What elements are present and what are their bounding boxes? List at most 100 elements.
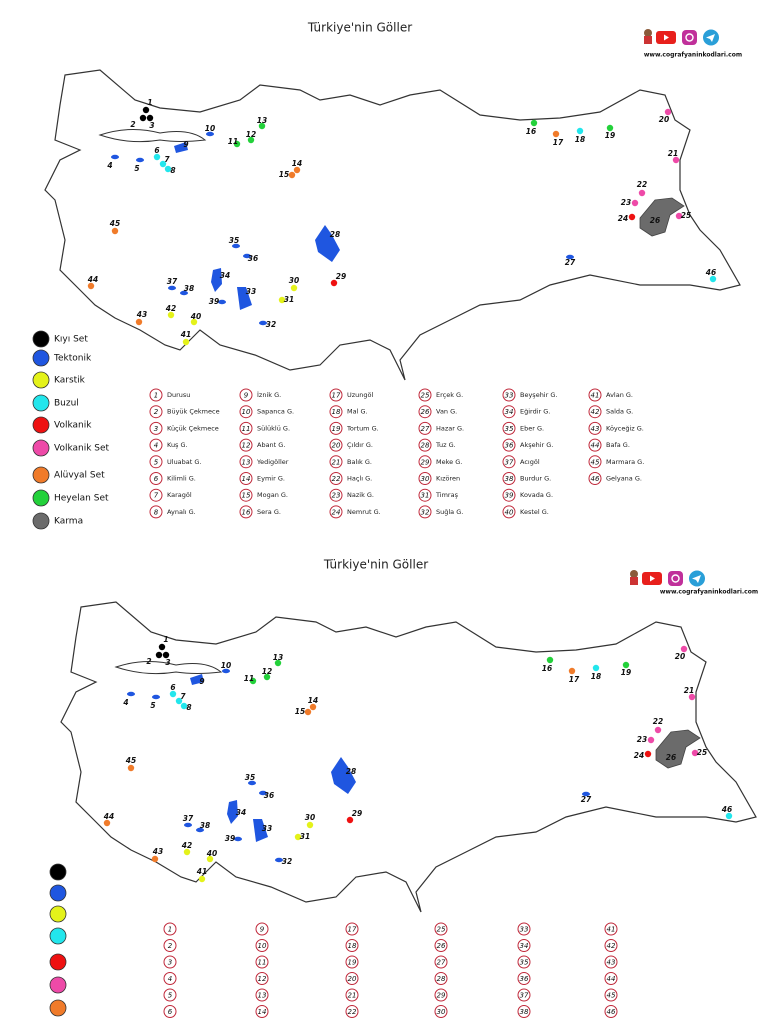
lake-dot — [622, 661, 630, 669]
number-circle — [149, 488, 163, 502]
lake-shape — [196, 827, 204, 833]
legend-swatch — [49, 927, 67, 945]
lake-dot — [288, 171, 296, 179]
number-circle — [588, 455, 602, 469]
number-circle — [418, 472, 432, 485]
number-circle — [239, 488, 253, 502]
list-number: 21 — [332, 458, 341, 466]
website: www.cografyaninkodlari.com — [644, 52, 742, 59]
number-circle — [517, 972, 531, 985]
lake-shape — [248, 780, 256, 786]
lake-dot — [568, 667, 576, 675]
number-circle — [255, 1005, 269, 1018]
lake-number: 44 — [104, 812, 114, 821]
list-number: 32 — [421, 508, 430, 516]
list-number: 28 — [421, 442, 430, 450]
lake-shape — [232, 243, 240, 249]
lake-number: 34 — [236, 808, 246, 817]
number-circle — [255, 972, 269, 985]
lake-number: 45 — [110, 219, 120, 228]
lake-dot — [654, 726, 662, 734]
lake-shape — [222, 668, 230, 674]
lake-number: 39 — [225, 834, 235, 843]
list-number: 2 — [154, 408, 159, 416]
list-number: 1 — [168, 926, 172, 934]
list-number: 31 — [421, 492, 430, 500]
lake-name: Beyşehir G. — [520, 391, 557, 399]
legend-label: Buzul — [54, 399, 79, 409]
list-number: 17 — [332, 392, 341, 400]
number-circle — [149, 438, 163, 452]
lake-dot — [135, 318, 143, 326]
number-circle — [517, 988, 531, 1002]
lake-name: Gelyana G. — [606, 475, 642, 483]
lake-dot — [691, 749, 699, 757]
number-circle — [517, 939, 531, 952]
number-circle — [345, 1005, 359, 1018]
legend-swatch — [49, 953, 67, 971]
lake-number: 2 — [146, 657, 151, 666]
lake-name: Acıgöl — [520, 458, 540, 466]
number-circle — [418, 388, 432, 402]
lake-number: 28 — [330, 230, 340, 239]
lake-number: 19 — [621, 668, 631, 677]
lake-number: 45 — [126, 756, 136, 765]
lake-dot — [725, 812, 733, 820]
number-circle — [149, 472, 163, 485]
lake-number: 2 — [130, 120, 135, 129]
lake-number: 26 — [650, 216, 660, 225]
list-number: 26 — [421, 408, 430, 416]
list-number: 42 — [591, 408, 600, 416]
lake-number: 9 — [199, 677, 204, 686]
legend-label: Volkanik Set — [54, 444, 110, 454]
lake-name: Mal G. — [347, 408, 368, 416]
lake-name: Büyük Çekmece — [167, 408, 220, 416]
lake-number: 18 — [575, 135, 585, 144]
legend-swatch — [32, 466, 50, 484]
lake-number: 25 — [697, 748, 707, 757]
number-circle — [418, 421, 432, 435]
legend-label: Kıyı Set — [54, 335, 88, 345]
lake-name: Küçük Çekmece — [167, 424, 219, 432]
lake-dot — [167, 311, 175, 319]
lake-shape — [243, 253, 251, 259]
lake-number: 23 — [637, 735, 647, 744]
lake-dot — [576, 127, 584, 135]
lake-dot — [103, 819, 111, 827]
list-number: 30 — [437, 1008, 446, 1016]
lake-name: Erçek G. — [436, 391, 463, 399]
lake-name: Van G. — [436, 408, 457, 416]
list-number: 34 — [505, 408, 514, 416]
lake-name: Tortum G. — [346, 424, 379, 432]
number-circle — [418, 488, 432, 502]
list-number: 44 — [607, 975, 616, 983]
number-circle — [502, 405, 516, 419]
lake-dot — [190, 318, 198, 326]
number-circle — [239, 472, 253, 485]
list-number: 14 — [242, 475, 251, 483]
number-circle — [418, 438, 432, 452]
list-number: 19 — [332, 425, 341, 433]
number-circle — [239, 455, 253, 469]
lake-number: 6 — [154, 146, 159, 155]
lake-name: Çıldır G. — [347, 441, 373, 449]
list-number: 4 — [168, 975, 172, 983]
lake-number: 6 — [170, 683, 175, 692]
number-circle — [239, 505, 253, 519]
legend-label: Karma — [54, 517, 83, 527]
number-circle — [239, 388, 253, 402]
lake-shape — [184, 822, 192, 828]
list-number: 36 — [505, 442, 514, 450]
lake-dot — [258, 122, 266, 130]
lake-dot — [180, 702, 188, 710]
lake-dot — [274, 659, 282, 667]
lake-shape — [127, 691, 135, 697]
lake-dot — [249, 677, 257, 685]
lake-number: 33 — [262, 824, 272, 833]
list-number: 37 — [520, 992, 529, 1000]
number-circle — [239, 405, 253, 419]
list-number: 4 — [154, 442, 158, 450]
lake-name: Karagöl — [167, 491, 192, 499]
lake-dot — [675, 212, 683, 220]
lake-name: Hazar G. — [436, 424, 464, 432]
